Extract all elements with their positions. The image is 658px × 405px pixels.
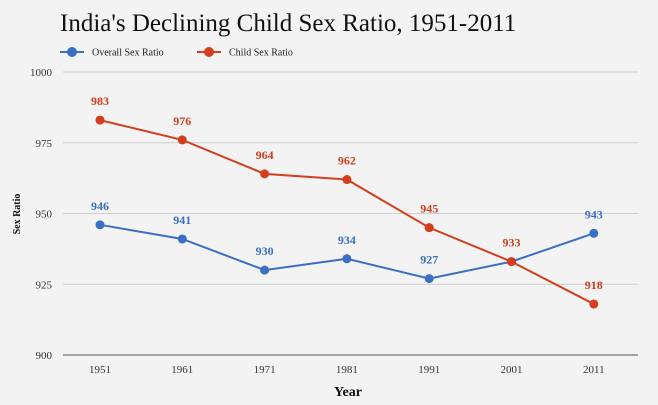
data-point-child[interactable]: [342, 175, 352, 185]
data-point-overall[interactable]: [589, 228, 599, 238]
data-label-overall: 927: [420, 253, 438, 267]
data-point-overall[interactable]: [95, 220, 105, 230]
series-layer: 946 941 930 934 927 943 983 976 964 962 945 933 918: [91, 94, 603, 309]
x-tick-label: 2001: [501, 364, 523, 376]
legend: Overall Sex Ratio Child Sex Ratio: [60, 47, 293, 59]
y-tick-label: 1000: [30, 67, 53, 79]
y-axis-title: Sex Ratio: [12, 194, 23, 235]
data-point-overall[interactable]: [177, 234, 187, 244]
data-label-overall: 934: [338, 233, 356, 247]
series-child: 983 976 964 962 945 933 918: [91, 94, 603, 309]
x-tick-label: 1951: [89, 364, 111, 376]
data-label-child: 933: [503, 236, 521, 250]
legend-marker-overall: [67, 47, 77, 57]
series-overall: 946 941 930 934 927 943: [91, 199, 603, 284]
y-axis-ticks: 900 925 950 975 1000: [30, 67, 53, 362]
x-tick-label: 1971: [254, 364, 276, 376]
data-label-overall: 941: [173, 213, 191, 227]
legend-item-child[interactable]: Child Sex Ratio: [197, 47, 293, 59]
data-label-child: 945: [420, 202, 438, 216]
y-tick-label: 925: [36, 279, 53, 291]
data-label-child: 983: [91, 94, 109, 108]
data-label-child: 976: [173, 114, 191, 128]
data-label-child: 918: [585, 278, 603, 292]
data-point-overall[interactable]: [342, 254, 352, 264]
data-point-child[interactable]: [589, 299, 599, 309]
data-point-child[interactable]: [177, 135, 187, 145]
x-axis-ticks: 1951 1961 1971 1981 1991 2001 2011: [89, 364, 605, 376]
gridlines: [63, 71, 638, 356]
data-point-child[interactable]: [424, 223, 434, 233]
x-tick-label: 2011: [583, 364, 605, 376]
legend-label-child: Child Sex Ratio: [229, 48, 293, 59]
legend-item-overall[interactable]: Overall Sex Ratio: [60, 47, 164, 59]
data-label-child: 962: [338, 154, 356, 168]
data-point-child[interactable]: [95, 115, 105, 125]
x-axis-title: Year: [334, 385, 362, 400]
legend-label-overall: Overall Sex Ratio: [92, 48, 164, 59]
x-tick-label: 1961: [171, 364, 193, 376]
data-label-child: 964: [256, 148, 274, 162]
y-tick-label: 950: [36, 209, 53, 221]
legend-marker-child: [204, 47, 214, 57]
data-point-child[interactable]: [260, 169, 270, 179]
chart-title: India's Declining Child Sex Ratio, 1951-…: [60, 10, 516, 37]
data-point-overall[interactable]: [424, 274, 434, 284]
y-tick-label: 975: [36, 138, 53, 150]
x-tick-label: 1991: [418, 364, 440, 376]
data-label-overall: 943: [585, 207, 603, 221]
data-label-overall: 930: [256, 244, 274, 258]
y-tick-label: 900: [36, 350, 53, 362]
data-point-overall[interactable]: [260, 265, 270, 275]
data-point-child[interactable]: [507, 257, 516, 267]
data-label-overall: 946: [91, 199, 109, 213]
x-tick-label: 1981: [336, 364, 358, 376]
